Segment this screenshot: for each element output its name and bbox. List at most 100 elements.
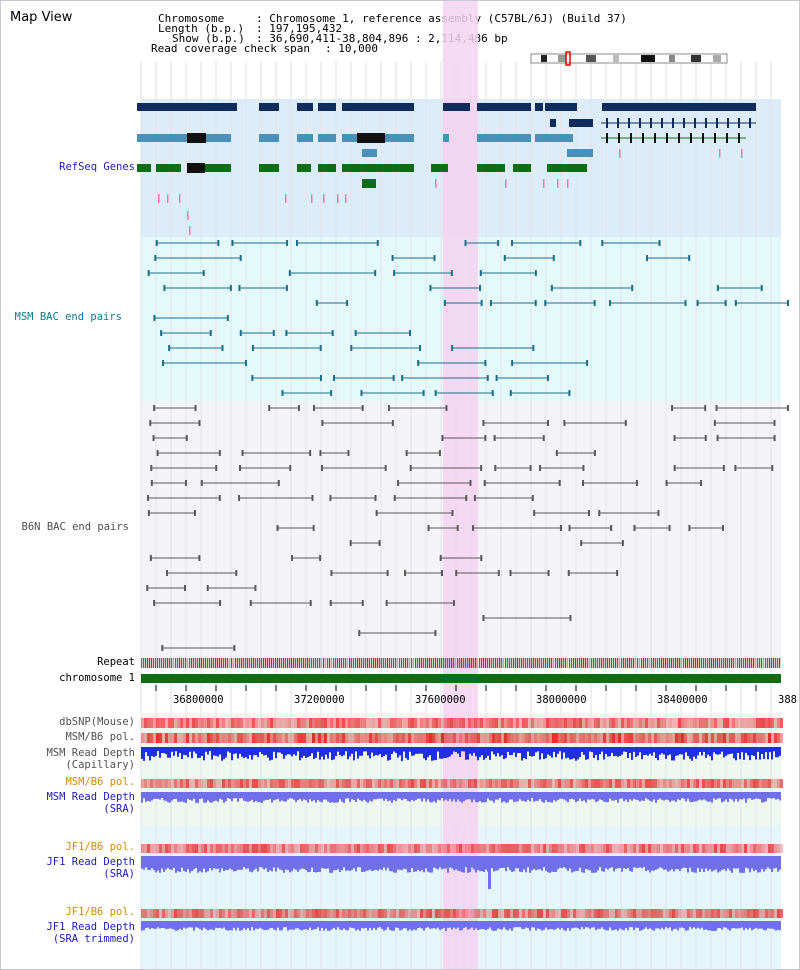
heat-cell — [393, 779, 396, 788]
read-depth-bar — [591, 747, 593, 753]
heat-cell — [444, 909, 447, 918]
heat-cell — [447, 779, 450, 788]
gene-block — [259, 164, 279, 172]
bac-end-mark — [319, 450, 322, 456]
gene-arrow — [535, 103, 540, 111]
read-depth-bar — [207, 856, 209, 872]
read-depth-bar — [301, 792, 303, 801]
heat-cell — [192, 909, 195, 918]
heat-cell — [651, 909, 654, 918]
heat-cell — [288, 718, 291, 728]
heat-cell — [153, 718, 156, 728]
read-depth-bar — [555, 747, 557, 758]
gene-exon — [738, 118, 740, 128]
read-depth-bar — [593, 856, 595, 873]
read-depth-bar — [519, 792, 521, 800]
read-depth-bar — [219, 792, 221, 799]
read-depth-bar — [311, 792, 313, 802]
read-depth-bar — [335, 921, 337, 930]
heat-cell — [252, 733, 255, 743]
read-depth-bar — [667, 792, 669, 800]
read-depth-bar — [627, 792, 629, 803]
read-depth-bar — [327, 792, 329, 802]
read-depth-bar — [295, 792, 297, 803]
heat-cell — [270, 909, 273, 918]
repeat-mark — [449, 658, 451, 668]
heat-cell — [726, 718, 729, 728]
bac-end-mark — [773, 420, 776, 426]
chromosome-label: chromosome 1 — [59, 672, 135, 684]
read-depth-bar — [659, 792, 661, 799]
read-depth-bar — [563, 856, 565, 868]
read-depth-bar — [649, 747, 651, 754]
repeat-mark — [319, 658, 321, 668]
read-depth-bar — [507, 921, 509, 931]
read-depth-bar — [661, 792, 663, 800]
read-depth-bar — [305, 856, 307, 871]
bac-end-mark — [239, 255, 242, 261]
read-depth-bar — [171, 747, 173, 752]
read-depth-bar — [415, 792, 417, 800]
read-depth-bar — [425, 921, 427, 928]
bac-end-mark — [633, 525, 636, 531]
heat-cell — [480, 779, 483, 788]
read-depth-bar — [475, 921, 477, 929]
bac-end-mark — [231, 240, 234, 246]
repeat-mark — [569, 658, 571, 668]
bac-end-mark — [480, 555, 483, 561]
heat-cell — [159, 909, 162, 918]
heat-cell — [711, 718, 714, 728]
heat-cell — [672, 844, 675, 853]
heat-cell — [177, 844, 180, 853]
heat-cell — [291, 844, 294, 853]
read-depth-bar — [747, 921, 749, 930]
repeat-mark — [651, 658, 653, 668]
heat-cell — [693, 733, 696, 743]
heat-cell — [489, 733, 492, 743]
read-depth-bar — [339, 856, 341, 873]
heat-cell — [744, 779, 747, 788]
repeat-mark — [467, 658, 469, 668]
heat-cell — [510, 779, 513, 788]
bac-end-mark — [451, 345, 454, 351]
read-depth-bar — [431, 747, 433, 761]
read-depth-bar — [527, 792, 529, 800]
read-depth-bar — [431, 792, 433, 803]
heat-cell — [378, 844, 381, 853]
read-depth-bar — [227, 747, 229, 752]
heat-cell — [192, 844, 195, 853]
read-depth-bar — [289, 856, 291, 873]
read-depth-bar — [739, 792, 741, 800]
read-depth-bar — [245, 856, 247, 869]
heat-cell — [366, 718, 369, 728]
heat-cell — [657, 718, 660, 728]
read-depth-bar — [411, 856, 413, 869]
read-depth-bar — [195, 747, 197, 754]
heat-cell — [714, 779, 717, 788]
heat-cell — [546, 718, 549, 728]
heat-cell — [507, 909, 510, 918]
heat-cell — [222, 718, 225, 728]
heat-cell — [651, 844, 654, 853]
repeat-mark — [505, 658, 507, 668]
heat-cell — [348, 779, 351, 788]
heat-cell — [669, 909, 672, 918]
heat-cell — [420, 909, 423, 918]
read-depth-bar — [325, 921, 327, 929]
heat-cell — [219, 779, 222, 788]
read-depth-bar — [219, 921, 221, 928]
bac-end-mark — [473, 495, 476, 501]
heat-cell — [480, 718, 483, 728]
repeat-mark — [709, 658, 711, 668]
read-depth-bar — [529, 856, 531, 873]
refseq-tick — [285, 194, 287, 203]
heat-cell — [234, 909, 237, 918]
repeat-mark — [539, 658, 541, 668]
heat-cell — [447, 844, 450, 853]
heat-cell — [522, 733, 525, 743]
gene-arrow — [569, 119, 574, 127]
repeat-mark — [369, 658, 371, 668]
read-depth-bar — [493, 921, 495, 931]
bac-end-mark — [147, 495, 150, 501]
